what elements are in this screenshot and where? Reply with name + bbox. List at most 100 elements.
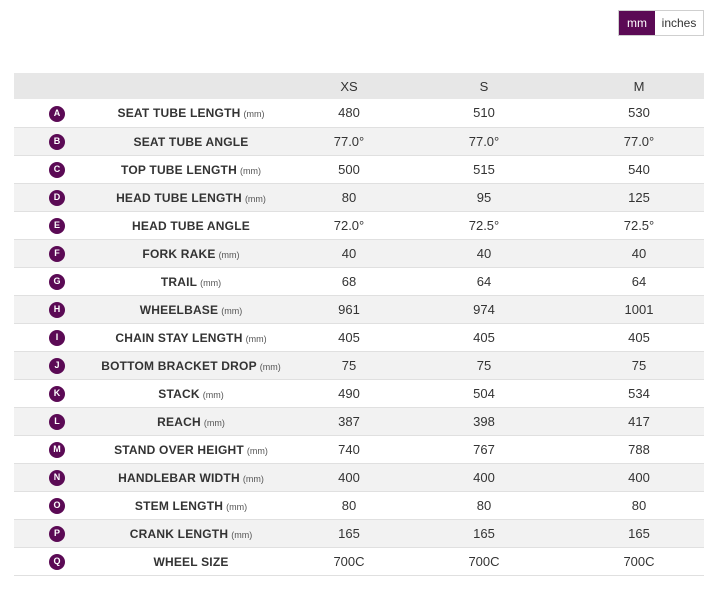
measurement-name: WHEELBASE xyxy=(139,302,219,317)
mm-unit-button[interactable]: mm xyxy=(619,11,655,35)
value-xs: 40 xyxy=(304,239,394,268)
measurement-unit: (mm) xyxy=(200,277,222,288)
measurement-name: TRAIL xyxy=(160,274,198,289)
value-m: 125 xyxy=(574,183,704,212)
value-xs: 961 xyxy=(304,295,394,324)
value-m: 72.5° xyxy=(574,211,704,240)
table-row: F FORK RAKE (mm) 40 40 40 xyxy=(14,239,704,268)
spacer-cell xyxy=(394,547,434,576)
measurement-name-cell: STACK (mm) xyxy=(74,379,304,408)
value-xs: 77.0° xyxy=(304,127,394,156)
table-row: B SEAT TUBE ANGLE 77.0° 77.0° 77.0° xyxy=(14,127,704,156)
inches-unit-button[interactable]: inches xyxy=(655,11,703,35)
spacer-cell xyxy=(534,295,574,324)
spacer-cell xyxy=(394,127,434,156)
spacer-cell xyxy=(394,407,434,436)
spacer-cell xyxy=(534,211,574,240)
table-row: E HEAD TUBE ANGLE 72.0° 72.5° 72.5° xyxy=(14,211,704,240)
spacer-cell xyxy=(394,99,434,128)
measurement-letter-badge: K xyxy=(49,385,65,402)
value-s: 64 xyxy=(434,267,534,296)
measurement-name: HEAD TUBE LENGTH xyxy=(116,190,242,205)
header-spacer xyxy=(534,73,574,99)
spacer-cell xyxy=(394,183,434,212)
letter-cell: C xyxy=(14,155,74,184)
spacer-cell xyxy=(394,295,434,324)
spacer-cell xyxy=(534,239,574,268)
value-s: 165 xyxy=(434,519,534,548)
value-xs: 387 xyxy=(304,407,394,436)
value-xs: 700C xyxy=(304,547,394,576)
value-s: 72.5° xyxy=(434,211,534,240)
measurement-letter-badge: J xyxy=(49,357,65,374)
value-xs: 490 xyxy=(304,379,394,408)
measurement-name-cell: STEM LENGTH (mm) xyxy=(74,491,304,520)
spacer-cell xyxy=(534,351,574,380)
measurement-name: STEM LENGTH xyxy=(134,498,224,513)
size-header-xs: XS xyxy=(304,73,394,99)
spacer-cell xyxy=(394,323,434,352)
table-row: P CRANK LENGTH (mm) 165 165 165 xyxy=(14,519,704,548)
value-m: 400 xyxy=(574,463,704,492)
table-row: D HEAD TUBE LENGTH (mm) 80 95 125 xyxy=(14,183,704,212)
spacer-cell xyxy=(534,323,574,352)
measurement-name: SEAT TUBE LENGTH xyxy=(117,106,241,121)
spacer-cell xyxy=(534,99,574,128)
measurement-unit: (mm) xyxy=(244,193,266,204)
measurement-name: CHAIN STAY LENGTH xyxy=(115,330,243,345)
value-s: 515 xyxy=(434,155,534,184)
measurement-name-cell: BOTTOM BRACKET DROP (mm) xyxy=(74,351,304,380)
value-m: 1001 xyxy=(574,295,704,324)
size-header-s: S xyxy=(434,73,534,99)
value-m: 405 xyxy=(574,323,704,352)
value-s: 767 xyxy=(434,435,534,464)
table-row: K STACK (mm) 490 504 534 xyxy=(14,379,704,408)
size-header-row: XS S M xyxy=(14,73,704,99)
measurement-unit: (mm) xyxy=(243,109,265,120)
value-m: 417 xyxy=(574,407,704,436)
letter-cell: F xyxy=(14,239,74,268)
measurement-name-cell: SEAT TUBE LENGTH (mm) xyxy=(74,99,304,128)
measurement-name: HANDLEBAR WIDTH xyxy=(118,470,240,485)
value-m: 530 xyxy=(574,99,704,128)
value-m: 700C xyxy=(574,547,704,576)
measurement-unit: (mm) xyxy=(259,361,281,372)
measurement-name-cell: CRANK LENGTH (mm) xyxy=(74,519,304,548)
measurement-name-cell: WHEEL SIZE xyxy=(74,547,304,576)
measurement-name: HEAD TUBE ANGLE xyxy=(132,218,250,233)
letter-cell: H xyxy=(14,295,74,324)
measurement-name-cell: FORK RAKE (mm) xyxy=(74,239,304,268)
value-s: 400 xyxy=(434,463,534,492)
spacer-cell xyxy=(394,463,434,492)
measurement-letter-badge: B xyxy=(49,133,65,150)
measurement-name: TOP TUBE LENGTH xyxy=(121,162,237,177)
measurement-letter-badge: Q xyxy=(49,553,65,570)
geometry-table-body: A SEAT TUBE LENGTH (mm) 480 510 530 B SEAT TUBE… xyxy=(14,99,704,576)
table-row: G TRAIL (mm) 68 64 64 xyxy=(14,267,704,296)
letter-cell: Q xyxy=(14,547,74,576)
letter-cell: M xyxy=(14,435,74,464)
value-xs: 500 xyxy=(304,155,394,184)
spacer-cell xyxy=(394,491,434,520)
value-s: 77.0° xyxy=(434,127,534,156)
spacer-cell xyxy=(394,267,434,296)
measurement-name: BOTTOM BRACKET DROP xyxy=(101,358,257,373)
measurement-name: FORK RAKE xyxy=(142,246,216,261)
spacer-cell xyxy=(534,267,574,296)
table-row: A SEAT TUBE LENGTH (mm) 480 510 530 xyxy=(14,99,704,128)
measurement-unit: (mm) xyxy=(203,417,225,428)
value-s: 95 xyxy=(434,183,534,212)
value-s: 700C xyxy=(434,547,534,576)
letter-cell: E xyxy=(14,211,74,240)
spacer-cell xyxy=(394,155,434,184)
measurement-letter-badge: H xyxy=(49,301,65,318)
measurement-letter-badge: L xyxy=(49,413,65,430)
spacer-cell xyxy=(394,379,434,408)
measurement-unit: (mm) xyxy=(242,473,264,484)
table-row: L REACH (mm) 387 398 417 xyxy=(14,407,704,436)
measurement-letter-badge: N xyxy=(49,469,65,486)
measurement-letter-badge: P xyxy=(49,525,65,542)
measurement-unit: (mm) xyxy=(239,165,261,176)
value-s: 80 xyxy=(434,491,534,520)
geometry-table: XS S M A SEAT TUBE LENGTH (mm) 480 510 530 B SE… xyxy=(14,73,704,576)
